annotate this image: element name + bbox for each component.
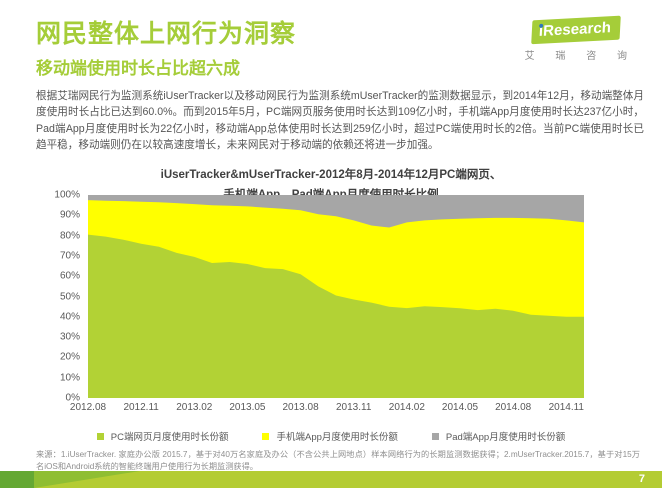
y-axis-label: 0%	[65, 392, 80, 404]
intro-paragraph: 根据艾瑞网民行为监测系统iUserTracker以及移动网民行为监测系统mUse…	[36, 90, 644, 152]
bottom-bar-dark-accent	[0, 471, 34, 488]
source-note: 来源：1.iUserTracker. 家庭办公版 2015.7，基于对40万名家…	[36, 450, 640, 472]
y-axis: 0% 10% 20% 30% 40% 50% 60% 70% 80% 90% 100%	[36, 190, 84, 404]
legend-swatch-icon	[431, 432, 439, 440]
x-axis: 2012.08 2012.11 2013.02 2013.05 2013.08 2013.…	[70, 402, 584, 416]
iresearch-logo-mark: iResearch	[531, 15, 621, 45]
x-axis-label: 2014.02	[388, 402, 425, 413]
x-axis-label: 2013.05	[229, 402, 266, 413]
area-pc-web	[88, 234, 584, 398]
page-subtitle: 移动端使用时长占比超六成	[36, 59, 240, 78]
y-axis-label: 20%	[59, 351, 80, 363]
y-axis-label: 80%	[59, 230, 80, 242]
page-number: 7	[638, 473, 645, 485]
y-axis-label: 100%	[54, 189, 80, 201]
bottom-bar-wedge-accent	[34, 471, 140, 488]
page-title: 网民整体上网行为洞察	[36, 20, 297, 48]
logo-i-letter: i	[538, 22, 544, 40]
logo-chinese-name: 艾 瑞 咨 询	[524, 51, 636, 62]
legend-swatch-icon	[96, 432, 104, 440]
y-axis-label: 40%	[59, 311, 80, 323]
y-axis-label: 50%	[59, 291, 80, 302]
legend-item: 手机端App月度使用时长份额	[262, 429, 398, 443]
y-axis-label: 30%	[59, 331, 80, 343]
y-axis-label: 90%	[59, 209, 80, 221]
y-axis-label: 10%	[59, 372, 80, 384]
logo-brand-text: Research	[542, 19, 612, 40]
chart-legend: PC端网页月度使用时长份额 手机端App月度使用时长份额 Pad端App月度使用时长…	[0, 429, 662, 443]
x-axis-label: 2013.02	[176, 402, 213, 413]
x-axis-label: 2014.05	[441, 402, 479, 413]
x-axis-label: 2012.11	[123, 402, 159, 413]
bottom-bar: 7	[0, 471, 662, 488]
x-axis-label: 2014.08	[495, 402, 532, 413]
iresearch-logo: iResearch 艾 瑞 咨 询	[516, 15, 636, 62]
legend-label: Pad端App月度使用时长份额	[445, 432, 566, 443]
legend-label: PC端网页月度使用时长份额	[110, 432, 229, 443]
chart-title-line1: iUserTracker&mUserTracker-2012年8月-2014年1…	[160, 169, 502, 181]
stacked-area-chart	[88, 195, 584, 398]
legend-item: Pad端App月度使用时长份额	[431, 429, 566, 443]
x-axis-label: 2013.11	[336, 402, 372, 413]
legend-swatch-icon	[262, 432, 270, 440]
y-axis-label: 70%	[59, 250, 80, 262]
legend-item: PC端网页月度使用时长份额	[96, 429, 229, 443]
y-axis-label: 60%	[59, 270, 80, 282]
x-axis-label: 2012.08	[69, 402, 107, 413]
x-axis-label: 2013.08	[282, 402, 319, 413]
legend-label: 手机端App月度使用时长份额	[276, 432, 398, 443]
x-axis-label: 2014.11	[548, 402, 584, 413]
stacked-area-plot	[88, 195, 584, 398]
